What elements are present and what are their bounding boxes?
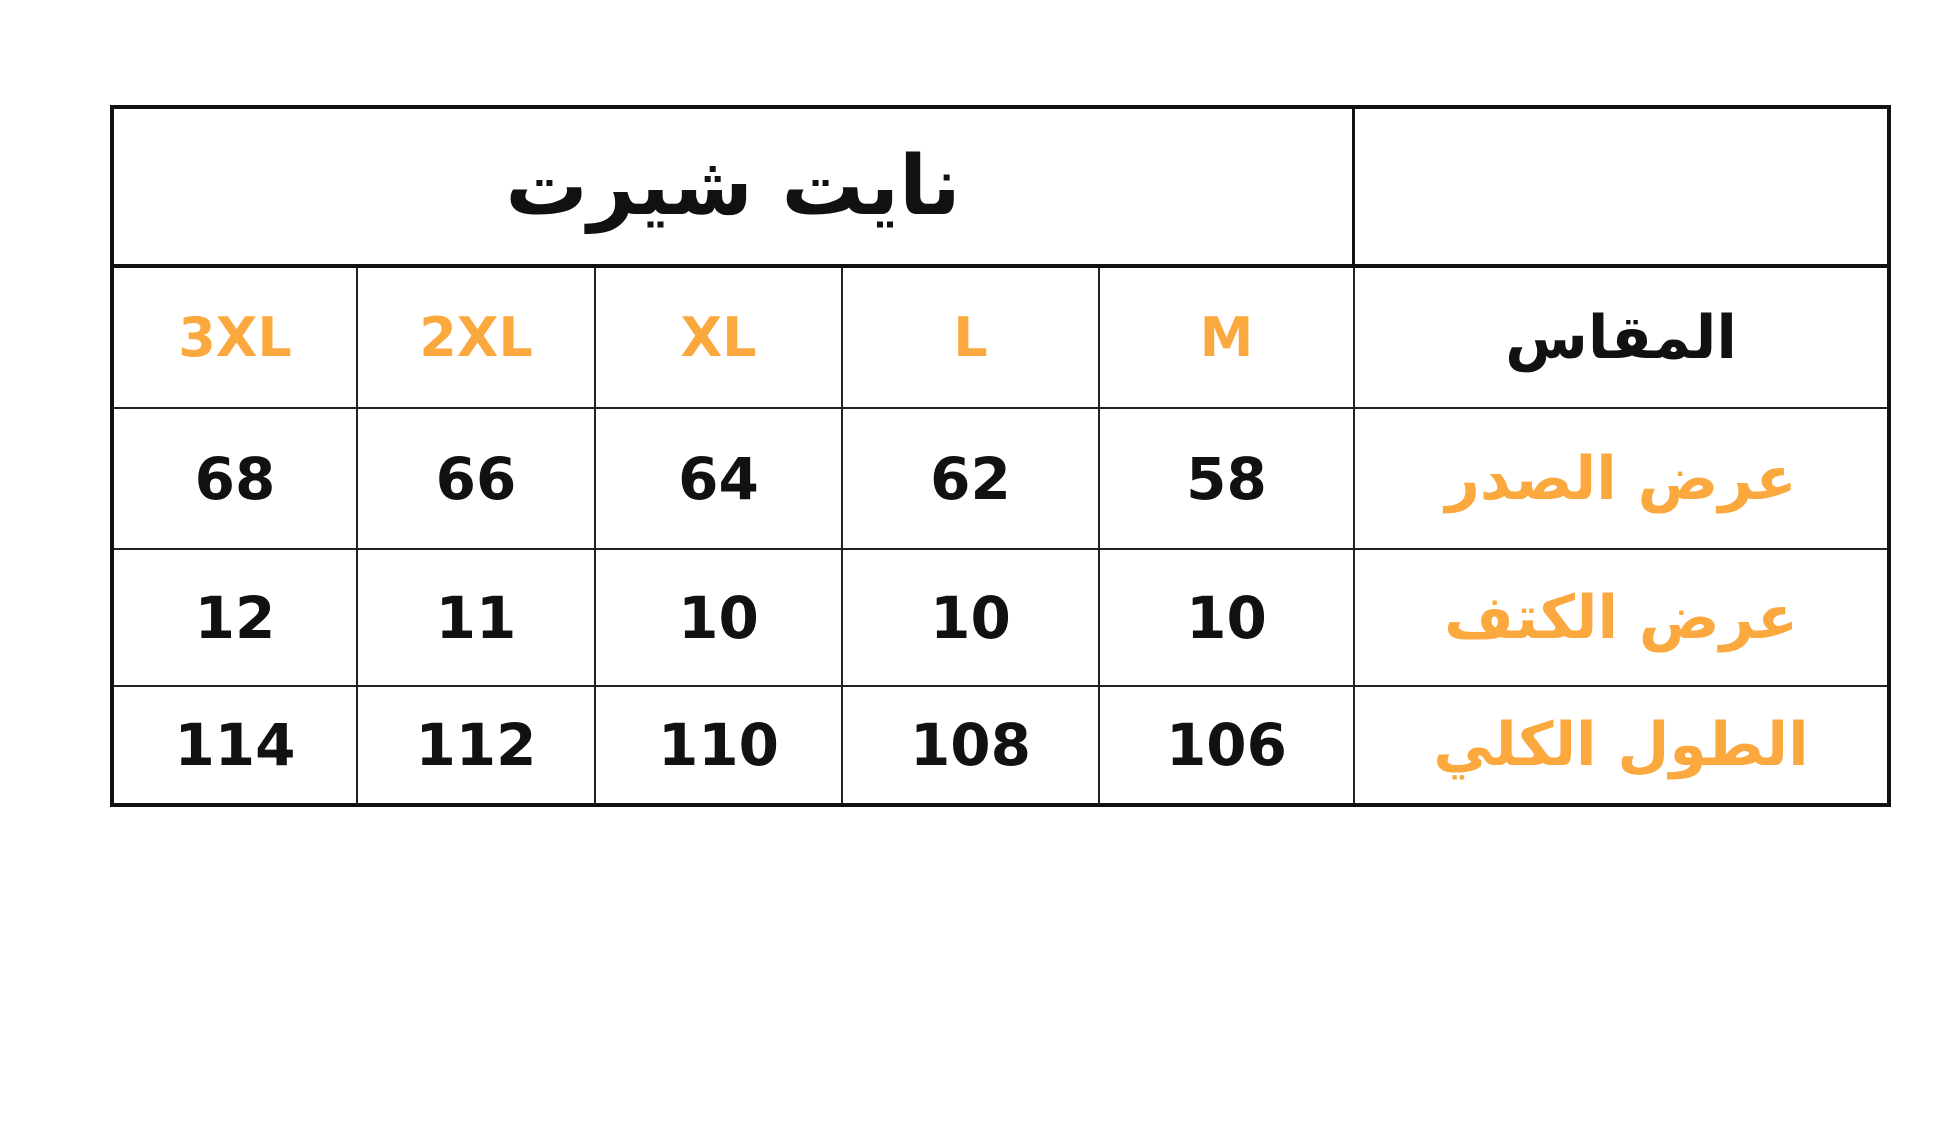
table-title: نايت شيرت [114,109,1355,268]
table-cell: 62 [843,409,1100,550]
table-cell: 11 [358,550,596,687]
size-header-2xl: 2XL [358,268,596,409]
table-cell: 106 [1100,687,1355,803]
size-header-l: L [843,268,1100,409]
row-label-total-length: الطول الكلي [1433,710,1809,780]
size-label-header: المقاس [1355,268,1887,409]
table-cell: 10 [843,550,1100,687]
table-cell: 112 [358,687,596,803]
table-cell: 66 [358,409,596,550]
table-cell: 110 [596,687,843,803]
table-cell: 12 [114,550,358,687]
empty-corner-cell [1355,109,1887,268]
table-cell: 64 [596,409,843,550]
table-cell: 108 [843,687,1100,803]
table-cell: 10 [596,550,843,687]
size-header-3xl: 3XL [114,268,358,409]
table-cell: 10 [1100,550,1355,687]
table-cell: 114 [114,687,358,803]
size-chart-table: نايت شيرت 3XL 2XL XL L M المقاس 68 66 64… [110,105,1891,807]
size-header-m: M [1100,268,1355,409]
row-label-chest-width: عرض الصدر [1355,409,1887,550]
size-header-xl: XL [596,268,843,409]
table-cell: 68 [114,409,358,550]
table-cell: 58 [1100,409,1355,550]
row-label-shoulder-width: عرض الكتف [1355,550,1887,687]
